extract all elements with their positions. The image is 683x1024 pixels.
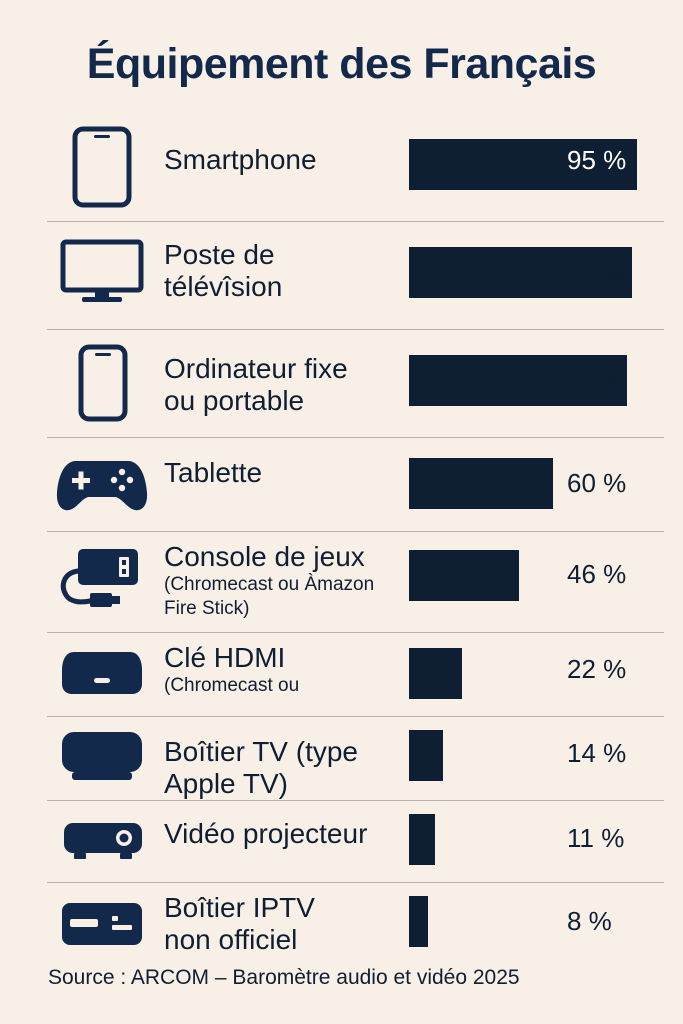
category-sublabel: Fire Stick) (164, 598, 250, 619)
category-label: Boîtier TV (type Apple TV) (164, 736, 358, 800)
category-label: Smartphone (164, 144, 317, 176)
bar-row: Clé HDMI (Chromecast ou 22 % (0, 632, 683, 716)
bar (409, 247, 632, 298)
category-label-line: Tablette (164, 457, 263, 488)
category-label: Tablette (164, 457, 262, 489)
row-divider (47, 716, 664, 717)
category-label-line: télévîsion (164, 271, 283, 302)
bar-row: Tablette 60 % (0, 437, 683, 531)
value-label: 11 % (567, 823, 625, 853)
category-label-line: ou portable (164, 385, 305, 416)
projector-icon (64, 820, 142, 860)
bar-row: Boîtier TV (type Apple TV) 14 % (0, 716, 683, 800)
category-label-line: Boîtier TV (type (164, 736, 359, 767)
hdmi-stick-icon (60, 545, 140, 615)
category-label-line: non officiel (164, 924, 298, 955)
value-label: 60 % (567, 468, 627, 498)
category-label-line: Apple TV) (164, 768, 288, 799)
category-label: Clé HDMI (Chromecast ou (164, 642, 299, 698)
chart-title: Équipement des Français (86, 40, 597, 88)
row-divider (47, 329, 664, 330)
category-label: Console de jeux (Chromecast ou Àmazon Fire… (164, 541, 374, 621)
apple-tv-box-icon (62, 732, 142, 782)
row-divider (47, 531, 664, 532)
row-divider (47, 437, 664, 438)
row-divider (47, 882, 664, 883)
value-label: 46 % (567, 559, 627, 589)
bar (409, 139, 637, 190)
category-label-line: Vidéo projecteur (164, 818, 368, 849)
category-label-line: Console de jeux (164, 541, 365, 572)
bar (409, 550, 519, 601)
value-label: 95 % (567, 145, 627, 175)
bar-row: Boîtier IPTV non officiel 8 % (0, 882, 683, 966)
bar (409, 730, 443, 781)
row-divider (47, 632, 664, 633)
gamepad-icon (56, 457, 148, 513)
monitor-icon (60, 239, 144, 305)
bar-row: Vidéo projecteur 11 % (0, 800, 683, 882)
bar-row: Console de jeux (Chromecast ou Àmazon Fire… (0, 531, 683, 632)
smartphone-icon (78, 344, 128, 422)
category-label-line: Boîtier IPTV (164, 892, 315, 923)
bar (409, 355, 627, 406)
bar-row: Poste de télévîsion 93 % (0, 221, 683, 329)
source-note: Source : ARCOM – Baromètre audio et vidé… (48, 966, 520, 989)
value-label: 14 % (567, 738, 627, 768)
category-label: Boîtier IPTV non officiel (164, 892, 315, 956)
category-label-line: Poste de (164, 239, 275, 270)
value-label: 22 % (567, 654, 627, 684)
bar (409, 896, 428, 947)
tablet-icon (72, 126, 132, 208)
iptv-box-icon (62, 903, 142, 945)
category-label-line: Clé HDMI (164, 642, 286, 673)
category-sublabel: (Chromecast ou Àmazon (164, 574, 375, 595)
bar (409, 648, 462, 699)
category-label-line: Ordinateur fixe (164, 353, 348, 384)
row-divider (47, 800, 664, 801)
category-label-line: Smartphone (164, 144, 317, 175)
bar-row: Ordinateur fixe ou portable 91 % (0, 329, 683, 437)
bar (409, 814, 435, 865)
category-label: Ordinateur fixe ou portable (164, 353, 348, 417)
bar-row: Smartphone 95 % (0, 120, 683, 221)
value-label: 91 % (567, 367, 627, 397)
bar (409, 458, 553, 509)
category-sublabel: (Chromecast ou (164, 675, 300, 696)
value-label: 93 % (567, 259, 627, 289)
category-label: Vidéo projecteur (164, 818, 367, 850)
row-divider (47, 221, 664, 222)
category-label: Poste de télévîsion (164, 239, 282, 303)
value-label: 8 % (567, 906, 612, 936)
tv-box-icon (62, 650, 142, 694)
